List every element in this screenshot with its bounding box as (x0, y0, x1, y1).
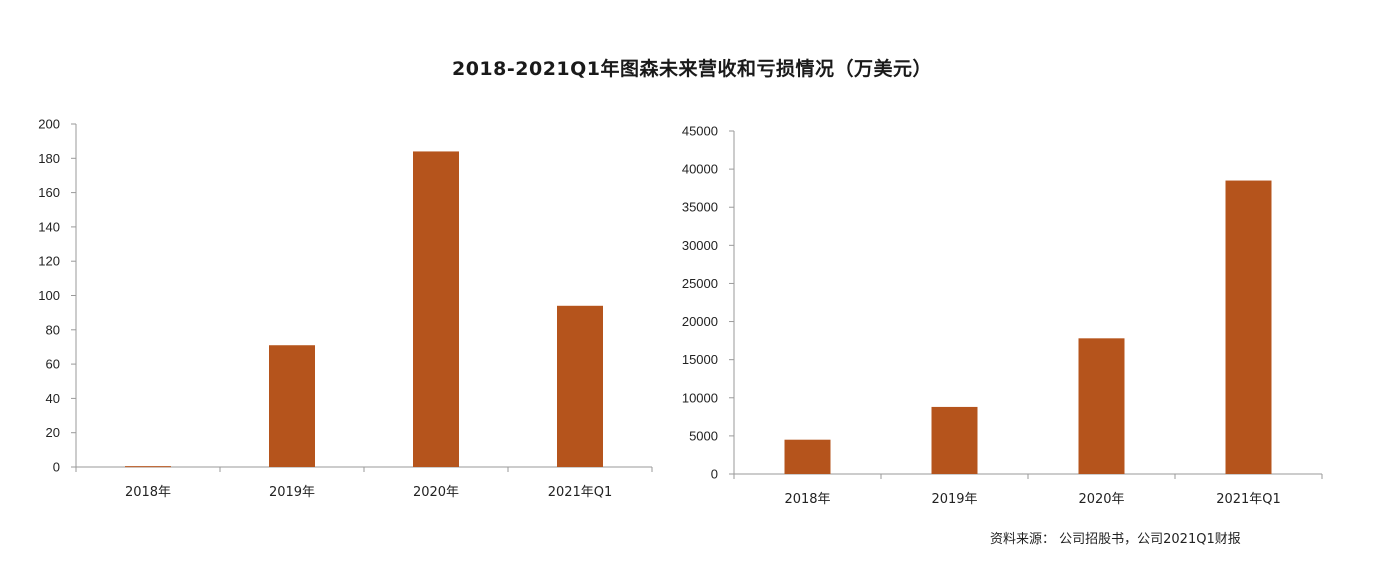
x-category-label: 2019年 (269, 485, 315, 500)
y-tick-label: 80 (46, 322, 60, 337)
y-tick-label: 35000 (682, 200, 718, 215)
x-category-label: 2020年 (413, 485, 459, 500)
y-tick-label: 120 (38, 254, 60, 269)
y-tick-label: 15000 (682, 352, 718, 367)
y-tick-label: 10000 (682, 390, 718, 405)
y-tick-label: 20000 (682, 314, 718, 329)
bar (413, 151, 459, 467)
y-tick-label: 100 (38, 288, 60, 303)
y-tick-label: 30000 (682, 238, 718, 253)
bar (784, 439, 831, 474)
y-tick-label: 5000 (689, 428, 718, 443)
y-tick-label: 20 (46, 425, 60, 440)
x-category-label: 2021年Q1 (1216, 492, 1281, 507)
chart-2: 0 5000 10000 15000 20000 25000 30000 35000 40000… (682, 124, 1323, 507)
y-tick-label: 60 (46, 357, 60, 372)
y-tick-label: 0 (711, 467, 718, 482)
y-tick-label: 40000 (682, 162, 718, 177)
bar (125, 466, 171, 468)
chart-title: 2018-2021Q1年图森未来营收和亏损情况（万美元） (451, 58, 933, 80)
bar (269, 345, 315, 467)
x-category-label: 2018年 (125, 485, 171, 500)
bar (931, 406, 978, 474)
bar (1078, 338, 1125, 474)
x-category-label: 2020年 (1078, 492, 1124, 507)
x-category-label: 2018年 (784, 492, 830, 507)
y-tick-label: 200 (38, 117, 60, 132)
y-tick-label: 0 (53, 460, 60, 475)
x-category-label: 2019年 (931, 492, 977, 507)
y-tick-label: 25000 (682, 276, 718, 291)
x-category-label: 2021年Q1 (548, 485, 613, 500)
y-tick-label: 40 (46, 391, 60, 406)
y-tick-label: 140 (38, 219, 60, 234)
y-tick-label: 160 (38, 185, 60, 200)
bar (1225, 180, 1272, 475)
source-note: 资料来源： 公司招股书，公司2021Q1财报 (990, 532, 1241, 547)
y-tick-label: 180 (38, 151, 60, 166)
y-tick-label: 45000 (682, 124, 718, 139)
bar (557, 305, 603, 467)
chart-1: 0 20 40 60 80 100 120 140 160 180 200 2018年 2019年 202… (38, 117, 653, 500)
